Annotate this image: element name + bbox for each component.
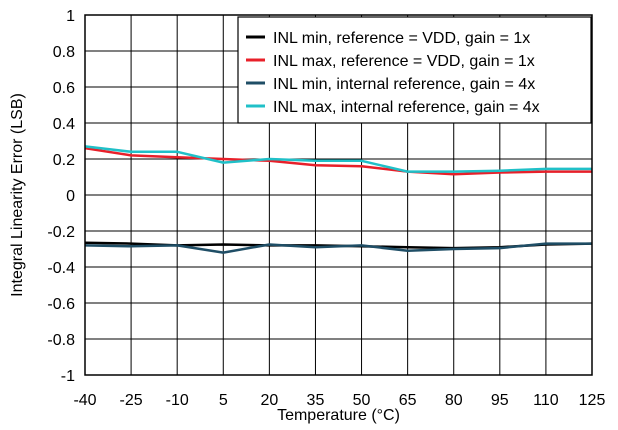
series-line-4 [84,145,592,173]
x-axis-title: Temperature (°C) [277,407,400,424]
x-tick-label: 65 [399,392,417,409]
y-tick-label: 0.4 [53,116,75,133]
x-tick-labels: -40 -25 -10 5 20 35 50 65 80 95 110 125 [73,392,605,409]
series-lines [84,145,593,254]
y-tick-label: 0 [66,188,75,205]
y-tick-label: -0.2 [47,224,75,241]
y-tick-label: -0.4 [47,260,75,277]
y-tick-label: 0.6 [53,80,75,97]
x-tick-label: -40 [73,392,96,409]
legend: INL min, reference = VDD, gain = 1x INL m… [237,16,592,124]
y-tick-label: 0.8 [53,44,75,61]
x-tick-label: -25 [120,392,143,409]
series-line-3 [84,242,592,254]
x-tick-label: 110 [533,392,559,409]
x-tick-label: 5 [219,392,228,409]
x-tick-label: 95 [491,392,509,409]
x-tick-label: 125 [579,392,606,409]
y-tick-label: -1 [61,368,75,385]
y-tick-label: 0.2 [53,152,75,169]
x-tick-label: 80 [445,392,463,409]
y-tick-label: -0.8 [47,332,75,349]
x-tick-label: 35 [307,392,325,409]
y-tick-label: -0.6 [47,296,75,313]
legend-box [237,16,592,124]
x-tick-label: 20 [260,392,278,409]
plot-frame [84,14,593,376]
legend-label: INL max, internal reference, gain = 4x [273,99,540,116]
series-line-2 [84,146,592,176]
y-tick-label: 1 [66,8,75,25]
legend-label: INL min, internal reference, gain = 4x [273,76,535,93]
x-tick-label: -10 [166,392,189,409]
y-tick-labels: 1 0.8 0.6 0.4 0.2 0 -0.2 -0.4 -0.6 -0.8 -1 [47,8,75,385]
x-tick-label: 50 [353,392,371,409]
legend-label: INL min, reference = VDD, gain = 1x [273,30,530,47]
y-axis-title: Integral Linearity Error (LSB) [9,93,26,297]
legend-label: INL max, reference = VDD, gain = 1x [273,53,535,70]
